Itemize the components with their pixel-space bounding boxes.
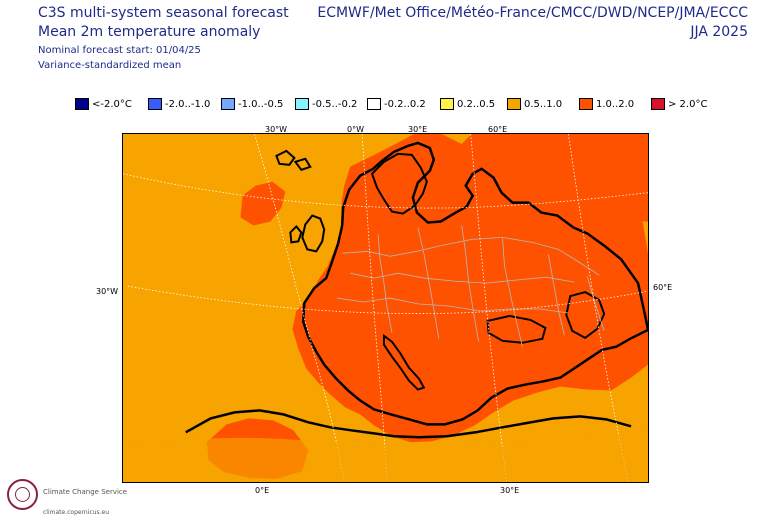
legend-swatch [367,98,381,110]
coastline-black-sea [486,314,547,344]
legend-swatch [221,98,235,110]
anomaly-region-europe [292,134,648,443]
season-label: JJA 2025 [690,24,748,40]
legend-swatch [579,98,593,110]
method-label: Variance-standardized mean [38,60,182,71]
legend-item: > 2.0°C [651,96,707,112]
bottom-axis-label-30e: 30°E [500,486,520,495]
coastline-ireland [289,224,303,244]
legend-item: 0.2..0.5 [440,96,495,112]
map-bottom-orange-band [123,430,648,482]
forecast-start-label: Nominal forecast start: 01/04/25 [38,45,201,56]
legend-swatch [651,98,665,110]
legend-label: > 2.0°C [668,98,708,110]
legend-item: -2.0..-1.0 [148,96,210,112]
legend-label: <-2.0°C [92,98,132,110]
chart-subtitle: Mean 2m temperature anomaly [38,24,261,40]
legend-label: -0.2..0.2 [384,98,426,110]
left-axis-label-30w: 30°W [96,287,119,296]
coastline-italy [383,333,426,391]
forecast-map-svg [123,134,648,482]
coastline-scandinavia [370,152,428,215]
anomaly-region-atlantic [240,181,286,226]
legend-item: -0.5..-0.2 [295,96,357,112]
coastline-north-africa [185,409,632,439]
graticule-lines [123,134,648,482]
legend-label: 0.2..0.5 [457,98,496,110]
coastline-greenland-iceland [275,149,312,171]
coastline-caspian [565,291,606,340]
top-axis-label-30w: 30°W [265,125,288,134]
legend-label: -0.5..-0.2 [312,98,358,110]
legend-item: -1.0..-0.5 [221,96,283,112]
legend-swatch [148,98,162,110]
logo-text: Climate Change Service [43,488,128,496]
legend-label: -1.0..-0.5 [238,98,284,110]
legend-swatch [440,98,454,110]
legend-label: 1.0..2.0 [596,98,635,110]
right-axis-label-60e: 60°E [653,283,673,292]
legend-swatch [507,98,521,110]
coastline-europe [302,141,648,426]
legend: <-2.0°C -2.0..-1.0 -1.0..-0.5 -0.5..-0.2… [75,96,715,112]
bottom-axis-label-0e: 0°E [255,486,270,495]
systems-list: ECMWF/Met Office/Météo-France/CMCC/DWD/N… [317,5,748,21]
copernicus-logo-inner-icon [15,487,30,502]
anomaly-region-northeast [566,134,648,222]
top-axis-label-60e: 60°E [488,125,508,134]
coastline-uk [301,214,326,253]
legend-label: 0.5..1.0 [524,98,563,110]
chart-title: C3S multi-system seasonal forecast [38,5,289,21]
legend-label: -2.0..-1.0 [165,98,211,110]
legend-item: 1.0..2.0 [579,96,634,112]
legend-item: -0.2..0.2 [367,96,426,112]
logo-url: climate.copernicus.eu [43,509,110,516]
top-axis-label-30e: 30°E [408,125,428,134]
legend-swatch [295,98,309,110]
legend-item: <-2.0°C [75,96,132,112]
copernicus-logo-icon [7,479,38,510]
legend-swatch [75,98,89,110]
country-borders [337,225,605,347]
forecast-map [122,133,649,483]
top-axis-label-0w: 0°W [347,125,364,134]
legend-item: 0.5..1.0 [507,96,562,112]
